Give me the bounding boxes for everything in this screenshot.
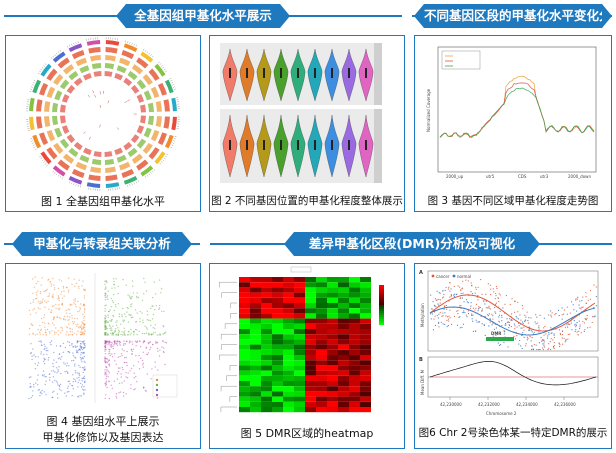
fig6-xtick: 42,236000 (554, 402, 576, 407)
fig3-ylabel: Normalized Coverage (426, 88, 431, 132)
section-title-genome-wide: 全基因组甲基化水平展示 (116, 4, 290, 28)
fig3-xtick: 2000_up (446, 174, 464, 179)
fig3-xtick: utr5 (486, 174, 495, 179)
fig5-caption: 图 5 DMR区域的heatmap (240, 427, 374, 440)
svg-text:A: A (419, 270, 423, 276)
fig4-panel: 图 4 基因组水平上展示 甲基化修饰以及基因表达 (5, 263, 201, 449)
trend-chart: Normalized Coverage 2000_up utr5 CDS utr3 20… (426, 46, 597, 179)
fig6-xlabel: Chromosome 2 (486, 411, 517, 416)
fig3-caption: 图 3 基因不同区域甲基化程度走势图 (427, 195, 599, 207)
dmr-heatmap (219, 266, 384, 413)
fig3-xtick: utr3 (540, 174, 549, 179)
section-header-region-trend: 不同基因区段的甲基化水平变化分析 (412, 4, 616, 28)
quadrant-scatter (28, 273, 178, 403)
fig3-panel: Normalized Coverage 2000_up utr5 CDS utr3 20… (414, 35, 612, 212)
section-header-correlation: 甲基化与转录组关联分析 (4, 232, 200, 256)
fig6-ylabel-top: Methylation (420, 303, 425, 327)
fig2-panel: 图 2 不同基因位置的甲基化程度整体展示 (209, 35, 405, 212)
circos-plot (26, 37, 180, 191)
legend-normal: normal (457, 274, 471, 279)
fig6-panel: A cancer normal Methylation DMR B Mean D… (414, 263, 612, 449)
section-title-correlation: 甲基化与转录组关联分析 (12, 232, 192, 256)
section-title-dmr: 差异甲基化区段(DMR)分析及可视化 (284, 232, 540, 256)
fig1-caption: 图 1 全基因组甲基化水平 (41, 195, 165, 208)
fig4-caption-line2: 甲基化修饰以及基因表达 (42, 431, 164, 444)
fig6-xtick: 42,230000 (440, 402, 462, 407)
fig5-panel: 图 5 DMR区域的heatmap (209, 263, 405, 449)
legend-cancer: cancer (436, 274, 450, 279)
fig1-panel: 图 1 全基因组甲基化水平 (5, 35, 201, 212)
fig6-xtick: 42,232000 (478, 402, 500, 407)
fig3-xtick: 2000_down (568, 174, 591, 179)
fig2-caption: 图 2 不同基因位置的甲基化程度整体展示 (211, 195, 403, 207)
dmr-label: DMR (491, 331, 501, 336)
fig6-caption: 图6 Chr 2号染色体某一特定DMR的展示 (418, 427, 608, 439)
fig6-ylabel-bottom: Mean Diff. M (420, 369, 425, 395)
svg-text:B: B (419, 357, 423, 363)
section-header-dmr: 差异甲基化区段(DMR)分析及可视化 (210, 232, 612, 256)
fig4-caption-line1: 图 4 基因组水平上展示 (46, 415, 160, 428)
dmr-chr2-plot: A cancer normal Methylation DMR B Mean D… (419, 270, 599, 416)
section-title-region-trend: 不同基因区段的甲基化水平变化分析 (414, 4, 616, 28)
fig3-xtick: CDS (518, 174, 527, 179)
section-header-genome-wide: 全基因组甲基化水平展示 (4, 4, 402, 28)
violin-plot (220, 43, 382, 183)
fig6-xtick: 42,234000 (516, 402, 538, 407)
